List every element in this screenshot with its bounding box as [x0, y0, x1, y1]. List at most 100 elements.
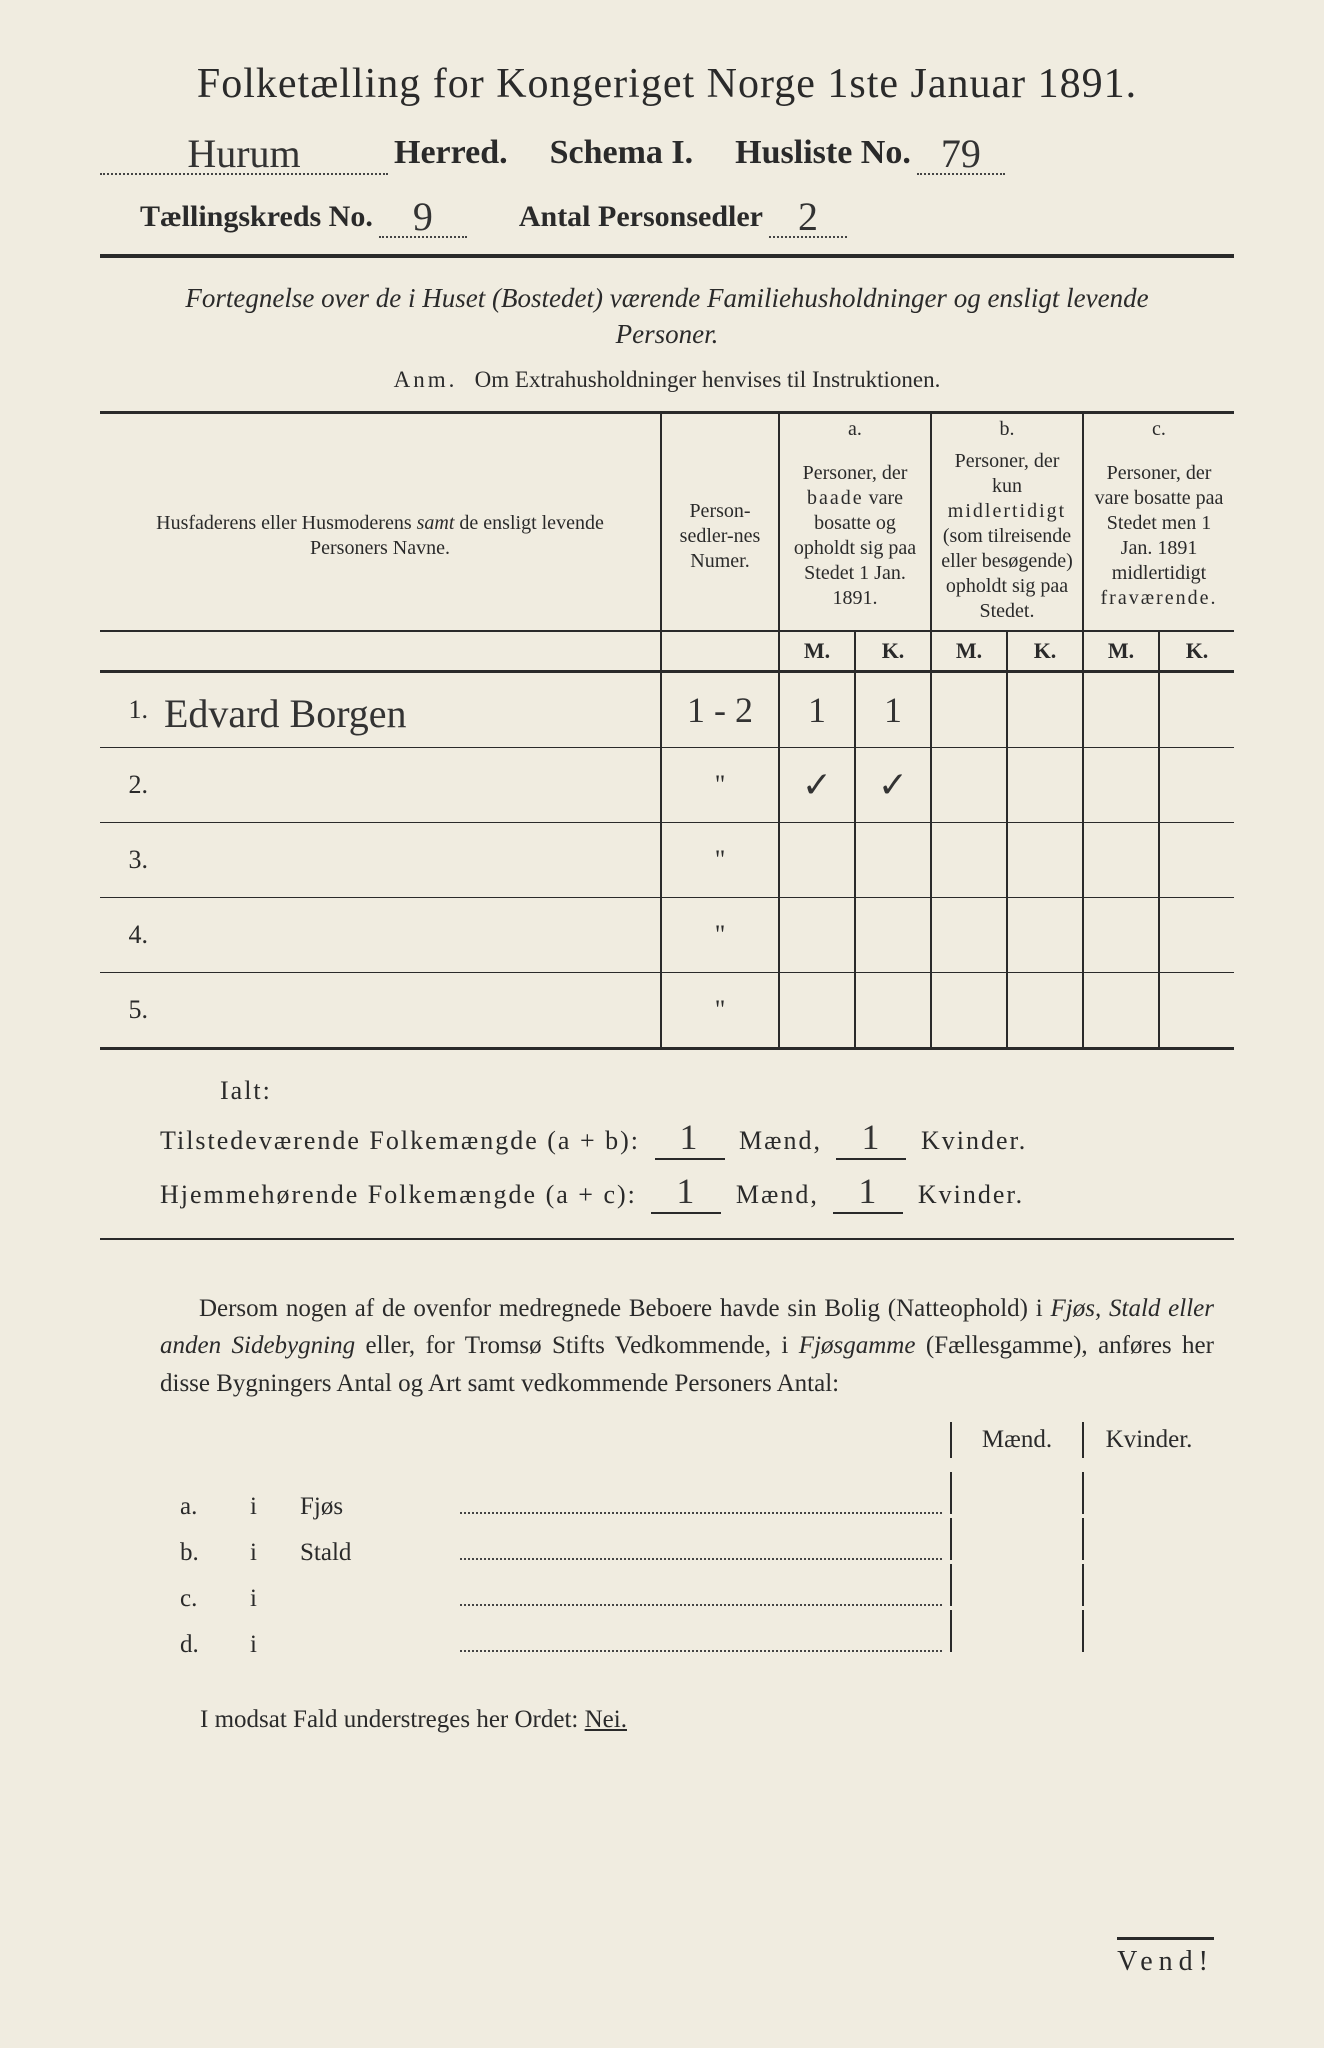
husliste-value: 79: [941, 131, 981, 176]
byg-head-m: Mænd.: [950, 1422, 1082, 1458]
byg-m: [950, 1564, 1082, 1606]
row-num: 3.: [100, 822, 158, 897]
col-a-k: K.: [855, 631, 931, 672]
household-table: a. b. c. Husfaderens eller Husmoderens s…: [100, 411, 1234, 1050]
row-am: ✓: [802, 765, 832, 805]
kreds-label: Tællingskreds No.: [140, 200, 373, 234]
divider: [100, 1238, 1234, 1240]
sum1-label: Tilstedeværende Folkemængde (a + b):: [160, 1126, 640, 1155]
byg-row: b. i Stald: [180, 1518, 1214, 1564]
row-am: [779, 897, 855, 972]
col-c-k: K.: [1159, 631, 1234, 672]
row-am: [779, 972, 855, 1048]
modsat-text: I modsat Fald understreges her Ordet:: [200, 1706, 578, 1733]
row-num: 4.: [100, 897, 158, 972]
divider: [100, 254, 1234, 258]
subtitle: Fortegnelse over de i Huset (Bostedet) v…: [140, 280, 1194, 353]
row-bk: [1007, 747, 1083, 822]
row-numer: ": [661, 747, 779, 822]
col-names: Husfaderens eller Husmoderens samt de en…: [156, 512, 604, 559]
byg-tag: c.: [180, 1585, 250, 1613]
byg-k: [1082, 1564, 1214, 1606]
row-bm: [931, 822, 1007, 897]
col-numer: Person-sedler-nes Numer.: [661, 443, 779, 631]
sum-present: Tilstedeværende Folkemængde (a + b): 1 M…: [160, 1116, 1234, 1160]
row-name: Edvard Borgen: [164, 691, 407, 736]
row-bm: [931, 747, 1007, 822]
byg-m: [950, 1472, 1082, 1514]
modsat-line: I modsat Fald understreges her Ordet: Ne…: [200, 1706, 1234, 1734]
byg-tag: a.: [180, 1493, 250, 1521]
dots: [460, 1540, 942, 1560]
byg-row: d. i: [180, 1610, 1214, 1656]
antal-label: Antal Personsedler: [519, 200, 763, 234]
row-bk: [1007, 972, 1083, 1048]
row-bm: [931, 897, 1007, 972]
row-bm: [931, 972, 1007, 1048]
row-cm: [1083, 671, 1159, 747]
row-ak: [855, 972, 931, 1048]
byg-tag: b.: [180, 1539, 250, 1567]
col-a-m: M.: [779, 631, 855, 672]
sum2-mlabel: Mænd,: [736, 1180, 819, 1209]
header-line-2: Hurum Herred. Schema I. Husliste No. 79: [100, 126, 1234, 175]
byg-head-k: Kvinder.: [1082, 1422, 1214, 1458]
row-ck: [1159, 671, 1234, 747]
ialt-label: Ialt:: [220, 1076, 1234, 1106]
outbuilding-header: Mænd. Kvinder.: [100, 1422, 1214, 1458]
sum2-m: 1: [676, 1171, 696, 1211]
sum2-klabel: Kvinder.: [918, 1180, 1024, 1209]
sum-resident: Hjemmehørende Folkemængde (a + c): 1 Mæn…: [160, 1170, 1234, 1214]
byg-row: c. i: [180, 1564, 1214, 1610]
byg-k: [1082, 1610, 1214, 1652]
col-b-k: K.: [1007, 631, 1083, 672]
row-ck: [1159, 897, 1234, 972]
antal-value: 2: [798, 194, 818, 239]
row-ak: [855, 822, 931, 897]
row-name: [158, 972, 661, 1048]
byg-i: i: [250, 1539, 300, 1567]
dots: [460, 1632, 942, 1652]
anm-text: Om Extrahusholdninger henvises til Instr…: [475, 367, 941, 392]
byg-i: i: [250, 1493, 300, 1521]
byg-name: Fjøs: [300, 1493, 460, 1521]
row-ck: [1159, 972, 1234, 1048]
census-form-page: Folketælling for Kongeriget Norge 1ste J…: [0, 0, 1324, 2048]
byg-i: i: [250, 1585, 300, 1613]
sum2-label: Hjemmehørende Folkemængde (a + c):: [160, 1180, 637, 1209]
col-c: Personer, der vare bosatte paa Stedet me…: [1095, 462, 1224, 609]
byg-k: [1082, 1472, 1214, 1514]
sum2-k: 1: [858, 1171, 878, 1211]
row-cm: [1083, 972, 1159, 1048]
row-bm: [931, 671, 1007, 747]
dots: [460, 1494, 942, 1514]
dots: [460, 1586, 942, 1606]
row-am: [779, 822, 855, 897]
row-num: 2.: [100, 747, 158, 822]
byg-k: [1082, 1518, 1214, 1560]
vend-label: Vend!: [1117, 1937, 1214, 1978]
nei: Nei.: [585, 1706, 627, 1733]
byg-m: [950, 1518, 1082, 1560]
col-b: Personer, der kun midlertidigt (som tilr…: [941, 450, 1073, 622]
row-numer: ": [661, 897, 779, 972]
row-name: [158, 897, 661, 972]
col-c-m: M.: [1083, 631, 1159, 672]
col-c-tag: c.: [1083, 412, 1234, 443]
col-a-tag: a.: [779, 412, 931, 443]
sum1-mlabel: Mænd,: [739, 1126, 822, 1155]
sum1-m: 1: [680, 1117, 700, 1157]
row-cm: [1083, 822, 1159, 897]
husliste-label: Husliste No.: [735, 134, 911, 172]
row-ak: ✓: [878, 765, 908, 805]
herred-label: Herred.: [394, 134, 508, 172]
schema-label: Schema I.: [550, 134, 694, 172]
row-ak: 1: [884, 690, 902, 730]
row-ck: [1159, 747, 1234, 822]
row-am: 1: [808, 690, 826, 730]
row-ak: [855, 897, 931, 972]
byg-m: [950, 1610, 1082, 1652]
byg-row: a. i Fjøs: [180, 1472, 1214, 1518]
row-numer: 1 - 2: [687, 690, 753, 730]
row-cm: [1083, 897, 1159, 972]
